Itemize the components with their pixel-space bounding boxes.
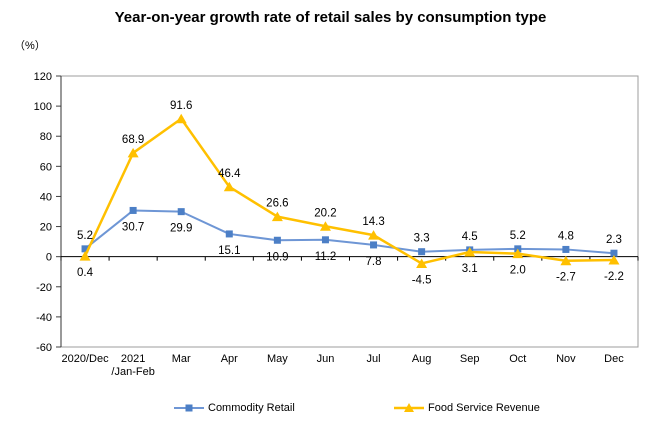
x-axis-tick-label: Nov — [556, 353, 576, 365]
y-axis-tick-label: 0 — [46, 252, 52, 264]
data-label-food-service-revenue: 68.9 — [122, 134, 144, 146]
data-label-commodity-retail: 15.1 — [218, 245, 240, 257]
data-label-food-service-revenue: 2.0 — [510, 265, 526, 277]
data-point-marker-food-service-revenue — [464, 246, 476, 257]
data-point-marker-commodity-retail — [273, 236, 281, 244]
data-label-commodity-retail: 5.2 — [77, 230, 93, 242]
data-label-commodity-retail: 3.3 — [414, 233, 430, 245]
data-label-food-service-revenue: 0.4 — [77, 267, 94, 279]
data-point-marker-food-service-revenue — [175, 113, 187, 124]
data-point-marker-food-service-revenue — [223, 181, 235, 192]
y-axis-tick-label: 120 — [34, 71, 52, 83]
data-point-marker-food-service-revenue — [271, 211, 283, 222]
data-label-food-service-revenue: -4.5 — [412, 274, 432, 286]
data-point-marker-commodity-retail — [321, 236, 329, 244]
legend-square-marker — [185, 404, 193, 412]
legend-label-food-service-revenue: Food Service Revenue — [428, 402, 540, 414]
data-point-marker-food-service-revenue — [608, 254, 620, 265]
data-point-marker-commodity-retail — [177, 208, 185, 216]
x-axis-tick-label: Apr — [221, 353, 238, 365]
data-point-marker-food-service-revenue — [512, 248, 524, 259]
data-point-marker-commodity-retail — [418, 248, 426, 256]
data-label-food-service-revenue: 91.6 — [170, 100, 192, 112]
data-label-commodity-retail: 7.8 — [366, 256, 382, 268]
data-point-marker-commodity-retail — [370, 241, 378, 249]
data-point-marker-commodity-retail — [81, 245, 89, 253]
data-point-marker-food-service-revenue — [127, 147, 139, 158]
data-label-commodity-retail: 29.9 — [170, 223, 192, 235]
legend-marker-food-service-revenue-icon — [394, 403, 424, 412]
y-axis-tick-label: 80 — [40, 131, 52, 143]
series-line-commodity-retail — [84, 209, 615, 255]
legend-marker-commodity-retail-icon — [174, 404, 204, 412]
chart-legend: Commodity Retail Food Service Revenue — [0, 402, 661, 418]
legend-label-commodity-retail: Commodity Retail — [208, 402, 295, 414]
data-point-marker-food-service-revenue — [79, 251, 91, 261]
x-axis-tick-label: May — [267, 353, 288, 365]
data-label-commodity-retail: 4.5 — [462, 231, 478, 243]
x-axis-tick-label: /Jan-Feb — [111, 366, 154, 378]
x-axis-tick-label: Mar — [172, 353, 191, 365]
x-axis-tick-label: Dec — [604, 353, 624, 365]
x-axis-tick-label: 2020/Dec — [61, 353, 109, 365]
y-axis-unit-label: （%） — [14, 40, 46, 52]
chart-title: Year-on-year growth rate of retail sales… — [114, 9, 547, 26]
y-axis-tick-label: -40 — [36, 312, 52, 324]
y-axis-tick-label: 60 — [40, 161, 52, 173]
data-point-marker-commodity-retail — [562, 245, 570, 253]
data-label-commodity-retail: 2.3 — [606, 234, 622, 246]
data-label-commodity-retail: 5.2 — [510, 230, 526, 242]
y-axis-tick-label: 20 — [40, 222, 52, 234]
data-label-food-service-revenue: -2.7 — [556, 272, 576, 284]
x-axis-tick-label: Aug — [412, 353, 432, 365]
data-point-marker-food-service-revenue — [368, 230, 380, 240]
data-point-marker-commodity-retail — [225, 230, 233, 238]
x-axis-tick-label: Jun — [317, 353, 335, 365]
data-label-food-service-revenue: 26.6 — [266, 198, 288, 210]
data-point-marker-commodity-retail — [129, 206, 137, 214]
series-line-food-service-revenue — [83, 117, 614, 265]
x-axis-tick-label: Sep — [460, 353, 480, 365]
data-label-commodity-retail: 11.2 — [315, 251, 337, 263]
data-point-marker-commodity-retail — [610, 249, 618, 257]
x-axis-tick-label: 2021 — [121, 353, 145, 365]
y-axis-tick-label: -20 — [36, 282, 52, 294]
x-axis-tick-label: Jul — [367, 353, 381, 365]
data-label-commodity-retail: 10.9 — [266, 251, 288, 263]
y-axis-tick-label: 100 — [34, 101, 52, 113]
y-axis-tick-label: -60 — [36, 342, 52, 354]
y-axis-tick-label: 40 — [40, 191, 52, 203]
x-axis-tick-label: Oct — [509, 353, 526, 365]
data-label-food-service-revenue: 46.4 — [218, 168, 241, 180]
legend-triangle-marker — [404, 403, 414, 412]
data-point-marker-food-service-revenue — [560, 255, 572, 266]
data-label-food-service-revenue: -2.2 — [604, 271, 624, 283]
data-label-food-service-revenue: 20.2 — [314, 207, 336, 219]
data-label-commodity-retail: 30.7 — [122, 221, 144, 233]
data-point-marker-food-service-revenue — [416, 258, 428, 268]
data-label-food-service-revenue: 3.1 — [462, 263, 478, 275]
data-point-marker-food-service-revenue — [319, 221, 331, 231]
legend-item-food-service-revenue: Food Service Revenue — [393, 402, 540, 414]
data-label-food-service-revenue: 14.3 — [362, 216, 384, 228]
legend-item-commodity-retail: Commodity Retail — [173, 402, 295, 414]
data-label-commodity-retail: 4.8 — [558, 230, 574, 242]
